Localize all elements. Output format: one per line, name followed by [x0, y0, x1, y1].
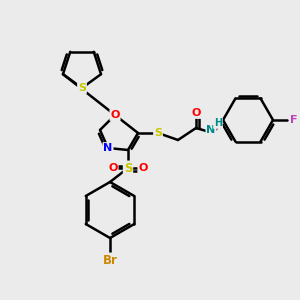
Text: O: O: [138, 163, 148, 173]
Text: H: H: [214, 118, 222, 128]
Text: N: N: [206, 125, 216, 135]
Text: O: O: [108, 163, 118, 173]
Text: S: S: [154, 128, 162, 138]
Text: O: O: [110, 110, 120, 120]
Text: Br: Br: [103, 254, 117, 266]
Text: F: F: [290, 115, 298, 125]
Text: S: S: [124, 161, 132, 175]
Text: N: N: [103, 143, 112, 153]
Text: S: S: [78, 83, 86, 93]
Text: O: O: [191, 108, 201, 118]
